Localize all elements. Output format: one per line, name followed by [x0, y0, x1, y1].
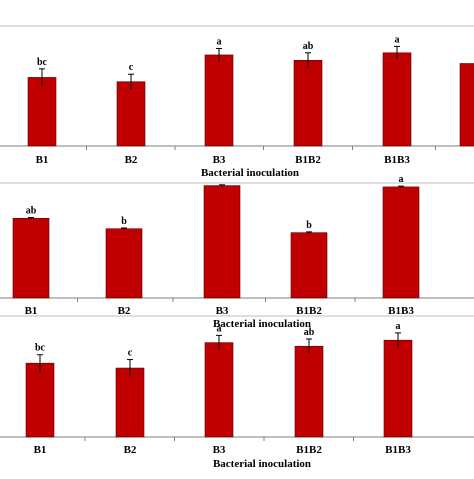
chart-2-tick-label-3: B3	[216, 305, 229, 317]
chart-3-tick-label-5: B1B3	[385, 444, 411, 456]
chart-3-tick-label-2: B2	[124, 444, 137, 456]
chart-1-tick-label-2: B2	[125, 154, 138, 166]
chart-3-significance-label-2: c	[128, 348, 133, 359]
chart-1-significance-label-1: bc	[37, 57, 48, 68]
chart-1-significance-label-3: a	[217, 37, 222, 48]
chart-1-bar-4	[293, 59, 323, 147]
chart-2-bar-5	[382, 186, 420, 299]
chart-3-tick-label-4: B1B2	[296, 444, 322, 456]
chart-3-x-axis-title: Bacterial inoculation	[213, 458, 311, 470]
chart-2-significance-label-1: ab	[26, 206, 37, 217]
chart-2-bar-1	[12, 217, 50, 299]
chart-3-significance-label-5: a	[396, 321, 401, 332]
chart-1-tick-label-5: B1B3	[384, 154, 410, 166]
chart-1-bar-5	[382, 52, 412, 147]
chart-2-bar-4	[290, 232, 328, 299]
chart-3-tick-label-3: B3	[213, 444, 226, 456]
chart-1-tick-label-3: B3	[213, 154, 226, 166]
chart-2-tick-label-4: B1B2	[296, 305, 322, 317]
chart-3-bar-2	[115, 367, 145, 438]
chart-2-tick-label-2: B2	[118, 305, 131, 317]
chart-3-significance-label-1: bc	[35, 343, 46, 354]
chart-2-tick-label-1: B1	[25, 305, 38, 317]
chart-1-bar-6	[459, 63, 474, 147]
chart-1-tick-label-1: B1	[36, 154, 49, 166]
chart-3-significance-label-4: ab	[304, 327, 315, 338]
chart-1-significance-label-4: ab	[303, 41, 314, 52]
chart-1-significance-label-5: a	[395, 34, 400, 45]
chart-1-bar-2	[116, 81, 146, 147]
chart-1-x-axis-title: Bacterial inoculation	[201, 167, 299, 179]
chart-3-bar-5	[383, 339, 413, 438]
chart-3-bar-1	[25, 362, 55, 438]
chart-2-bar-3	[203, 185, 241, 299]
chart-3-significance-label-3: a	[217, 323, 222, 334]
chart-1-significance-label-2: c	[129, 62, 134, 73]
chart-2-tick-label-5: B1B3	[388, 305, 414, 317]
chart-3-bar-4	[294, 345, 324, 438]
chart-2-bar-2	[105, 228, 143, 299]
chart-1-tick-label-4: B1B2	[295, 154, 321, 166]
chart-3-bar-3	[204, 342, 234, 438]
chart-1-bar-1	[27, 77, 57, 147]
chart-1-bar-3	[204, 54, 234, 147]
chart-2-significance-label-5: a	[399, 174, 404, 185]
chart-2-significance-label-4: b	[306, 220, 312, 231]
chart-3-tick-label-1: B1	[34, 444, 47, 456]
chart-2-x-axis-title: Bacterial inoculation	[213, 318, 311, 330]
chart-2-significance-label-2: b	[121, 216, 127, 227]
